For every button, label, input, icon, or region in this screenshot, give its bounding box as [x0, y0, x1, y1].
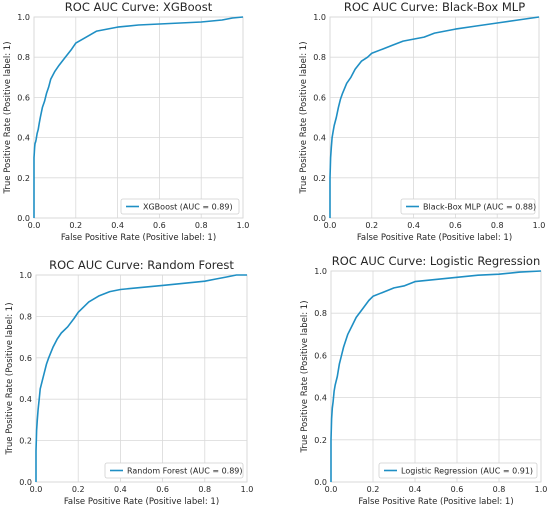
x-tick-label: 0.4	[111, 221, 124, 230]
plot-area	[33, 16, 244, 219]
x-tick-label: 0.2	[72, 485, 85, 494]
roc-panel-2: 0.0 0.2 0.4 0.6 0.8 1.0 0.0 0.2 0.4 0.6 0.8 1.0 ROC …	[299, 0, 545, 243]
panel-title: ROC AUC Curve: XGBoost	[65, 0, 213, 14]
y-axis-label: True Positive Rate (Positive label: 1)	[5, 302, 15, 455]
roc-panel-4: 0.0 0.2 0.4 0.6 0.8 1.0 0.0 0.2 0.4 0.6 0.8 1.0 ROC …	[300, 254, 547, 507]
x-tick-label: 0.6	[449, 221, 462, 230]
x-tick-label: 0.8	[493, 485, 506, 494]
x-tick-label: 1.0	[237, 221, 250, 230]
y-axis-label: True Positive Rate (Positive label: 1)	[299, 41, 309, 194]
y-tick-label: 0.0	[314, 478, 327, 487]
panel-title: ROC AUC Curve: Logistic Regression	[332, 254, 540, 268]
x-axis-label: False Positive Rate (Positive label: 1)	[358, 497, 513, 507]
plot-area	[329, 16, 540, 219]
y-axis-label: True Positive Rate (Positive label: 1)	[3, 41, 13, 194]
panel-title: ROC AUC Curve: Random Forest	[49, 258, 234, 272]
plot-area	[330, 270, 542, 483]
x-tick-label: 1.0	[241, 485, 254, 494]
legend-label: XGBoost (AUC = 0.89)	[143, 203, 233, 212]
y-axis-label: True Positive Rate (Positive label: 1)	[300, 300, 310, 453]
roc-curve-line	[35, 274, 247, 482]
y-tick-label: 0.0	[19, 478, 32, 487]
y-tick-label: 0.4	[19, 395, 32, 404]
x-axis-label: False Positive Rate (Positive label: 1)	[357, 233, 512, 243]
y-tick-label: 1.0	[17, 13, 30, 22]
x-axis-label: False Positive Rate (Positive label: 1)	[61, 233, 216, 243]
x-tick-label: 1.0	[533, 221, 546, 230]
x-tick-label: 0.8	[195, 221, 208, 230]
roc-curve-line	[33, 16, 244, 218]
roc-panel-3: 0.0 0.2 0.4 0.6 0.8 1.0 0.0 0.2 0.4 0.6 0.8 1.0 ROC …	[5, 258, 253, 507]
x-tick-label: 0.8	[198, 485, 211, 494]
roc-curve-line	[329, 16, 540, 218]
y-tick-label: 0.2	[313, 174, 326, 183]
roc-curve-line	[330, 270, 542, 482]
x-tick-label: 0.0	[28, 221, 41, 230]
y-tick-label: 0.6	[19, 354, 32, 363]
y-tick-label: 0.2	[314, 436, 327, 445]
y-tick-label: 0.8	[17, 53, 30, 62]
legend-box	[120, 198, 240, 215]
legend-label: Black-Box MLP (AUC = 0.88)	[423, 203, 536, 212]
legend-label: Random Forest (AUC = 0.89)	[127, 467, 243, 476]
y-tick-label: 0.8	[19, 312, 32, 321]
y-tick-label: 0.0	[17, 214, 30, 223]
x-tick-label: 0.4	[409, 485, 422, 494]
roc-panel-1: 0.0 0.2 0.4 0.6 0.8 1.0 0.0 0.2 0.4 0.6 0.8 1.0 ROC …	[3, 0, 249, 243]
y-tick-label: 0.2	[19, 437, 32, 446]
y-tick-label: 0.8	[313, 53, 326, 62]
y-tick-label: 1.0	[314, 267, 327, 276]
y-tick-label: 0.6	[313, 93, 326, 102]
x-tick-label: 0.0	[30, 485, 43, 494]
y-tick-label: 0.4	[314, 394, 327, 403]
y-tick-label: 0.8	[314, 309, 327, 318]
y-tick-label: 0.0	[313, 214, 326, 223]
x-tick-label: 0.0	[325, 485, 338, 494]
x-tick-label: 0.6	[153, 221, 166, 230]
y-tick-label: 1.0	[19, 271, 32, 280]
y-tick-label: 0.4	[313, 134, 326, 143]
x-tick-label: 0.2	[365, 221, 378, 230]
x-axis-label: False Positive Rate (Positive label: 1)	[64, 497, 219, 507]
y-tick-label: 0.6	[314, 351, 327, 360]
legend-box	[378, 462, 538, 479]
x-tick-label: 0.6	[451, 485, 464, 494]
x-tick-label: 0.6	[156, 485, 169, 494]
x-tick-label: 0.8	[491, 221, 504, 230]
legend-label: Logistic Regression (AUC = 0.91)	[401, 467, 533, 476]
y-tick-label: 0.6	[17, 93, 30, 102]
x-tick-label: 0.4	[114, 485, 127, 494]
panel-title: ROC AUC Curve: Black-Box MLP	[344, 0, 525, 14]
legend-box	[104, 462, 244, 479]
y-tick-label: 0.4	[17, 134, 30, 143]
x-tick-label: 0.2	[367, 485, 380, 494]
x-tick-label: 1.0	[535, 485, 548, 494]
x-tick-label: 0.2	[69, 221, 82, 230]
x-tick-label: 0.4	[407, 221, 420, 230]
legend-box	[400, 198, 536, 215]
y-tick-label: 0.2	[17, 174, 30, 183]
y-tick-label: 1.0	[313, 13, 326, 22]
plot-area	[35, 274, 248, 483]
x-tick-label: 0.0	[324, 221, 337, 230]
